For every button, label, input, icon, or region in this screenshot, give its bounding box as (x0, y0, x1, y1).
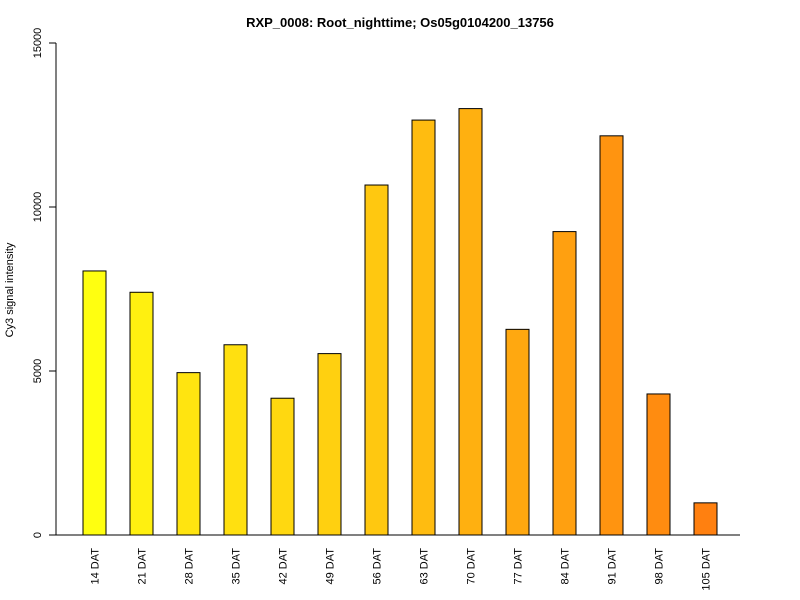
bar-35-dat (223, 344, 248, 536)
x-tick-label: 63 DAT (419, 548, 431, 585)
bar-42-dat (270, 397, 295, 536)
x-tick-label: 84 DAT (560, 548, 572, 585)
y-axis-ticks: 0 5000 10000 15000 (32, 28, 56, 538)
bar-70-dat (458, 108, 483, 536)
bar-28-dat (176, 372, 201, 536)
y-axis-label: Cy3 signal intensity (4, 242, 16, 337)
x-tick-label: 98 DAT (654, 548, 666, 585)
bar-21-dat (129, 291, 154, 536)
y-tick-label: 0 (32, 532, 44, 538)
bar-105-dat (693, 502, 718, 536)
x-tick-label: 21 DAT (137, 548, 149, 585)
bar-56-dat (364, 184, 389, 536)
x-tick-label: 77 DAT (513, 548, 525, 585)
x-tick-label: 70 DAT (466, 548, 478, 585)
bar-14-dat (82, 270, 107, 536)
x-tick-label: 105 DAT (701, 548, 713, 591)
x-tick-label: 42 DAT (278, 548, 290, 585)
bar-98-dat (646, 393, 671, 536)
y-tick-label: 10000 (32, 192, 44, 223)
x-tick-label: 28 DAT (184, 548, 196, 585)
y-tick-label: 15000 (32, 28, 44, 59)
bar-77-dat (505, 328, 530, 536)
x-tick-label: 49 DAT (325, 548, 337, 585)
y-tick-label: 5000 (32, 359, 44, 383)
x-tick-label: 35 DAT (231, 548, 243, 585)
bar-84-dat (552, 231, 577, 536)
x-axis-labels: 14 DAT 21 DAT 28 DAT 35 DAT 42 DAT 49 DAT 56 D… (90, 548, 713, 591)
chart-title: RXP_0008: Root_nighttime; Os05g0104200_1… (246, 15, 554, 30)
x-tick-label: 14 DAT (90, 548, 102, 585)
x-tick-label: 56 DAT (372, 548, 384, 585)
bar-49-dat (317, 353, 342, 536)
bar-91-dat (599, 135, 624, 536)
bars-group (82, 108, 718, 536)
x-tick-label: 91 DAT (607, 548, 619, 585)
bar-63-dat (411, 119, 436, 536)
